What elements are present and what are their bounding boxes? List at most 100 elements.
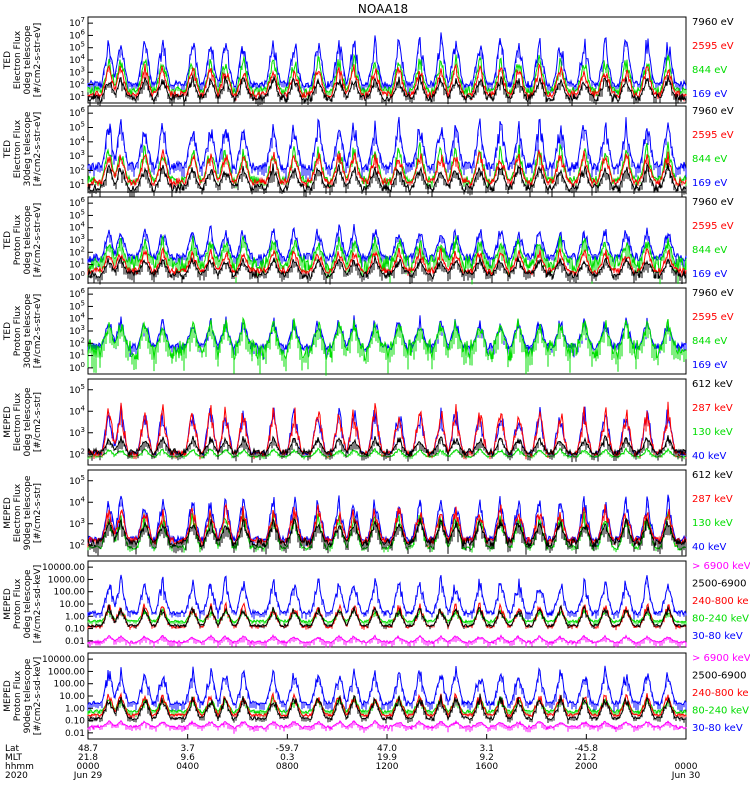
legend-entry: 2595 eV: [692, 41, 734, 52]
y-axis-label: TED Electron Flux 0deg telescope [#/cm2-s-s…: [3, 23, 43, 98]
chart-title: NOAA18: [358, 2, 408, 16]
legend-entry: 169 eV: [692, 178, 727, 189]
series-black-spikes: [87, 163, 687, 199]
x-tick-label: 21.2: [576, 753, 596, 763]
y-tick-label: 104: [69, 404, 85, 417]
y-tick-label: 10000.00: [42, 563, 85, 573]
y-axis-label-line: Electron Flux: [13, 483, 23, 542]
y-tick-label: 103: [69, 517, 85, 530]
y-tick-label: 102: [69, 245, 85, 258]
x-row-label: 2020: [5, 771, 28, 781]
y-axis-label-line: 0deg telescope: [23, 569, 33, 639]
y-tick-label: 101: [69, 258, 85, 271]
y-axis-label-line: TED: [3, 322, 13, 341]
y-tick-label: 105: [69, 41, 85, 54]
y-tick-label: 10000.00: [42, 655, 85, 665]
y-tick-label: 102: [69, 447, 85, 460]
y-tick-label: 103: [69, 324, 85, 337]
y-tick-label: 10.00: [59, 692, 85, 702]
y-axis-label: MEPED Proton Flux 0deg telescope [#/cm2-s-s…: [3, 565, 43, 643]
legend-entry: 7960 eV: [692, 17, 734, 28]
legend-entry: 169 eV: [692, 89, 727, 100]
y-tick-label: 10.00: [59, 600, 85, 610]
legend-entry: 240-800 ke: [692, 596, 749, 607]
legend-entry: 844 eV: [692, 336, 727, 347]
legend-entry: 130 keV: [692, 427, 733, 438]
y-axis-label-line: [#/cm2-s-sd-keV]: [33, 657, 43, 735]
y-tick-label: 0.10: [65, 625, 85, 635]
legend-entry: > 6900 keV: [692, 653, 750, 664]
y-axis-label-line: [#/cm2-s-str-eV]: [33, 294, 43, 369]
y-axis-label-line: Electron Flux: [13, 392, 23, 451]
y-axis-label-line: 0deg telescope: [23, 205, 33, 275]
y-tick-label: 104: [69, 312, 85, 325]
y-tick-label: 101: [69, 178, 85, 191]
x-tick-label: 1600: [475, 762, 498, 772]
y-tick-label: 105: [69, 121, 85, 134]
legend-entry: 130 keV: [692, 518, 733, 529]
y-tick-label: 106: [69, 287, 85, 300]
legend: 7960 eV 2595 eV 844 eV 169 eV: [692, 197, 734, 280]
x-tick-label: 0400: [176, 762, 199, 772]
series-black-spikes: [87, 257, 687, 285]
y-tick-label: 100: [69, 361, 85, 374]
panel-7: 0.010.101.0010.00100.001000.0010000.00ME…: [3, 560, 750, 648]
legend-entry: 40 keV: [692, 542, 726, 553]
series-red: [87, 601, 687, 629]
series-magenta-spikes: [87, 635, 687, 648]
y-axis-label-line: [#/cm2-s-sd-keV]: [33, 565, 43, 643]
series-black-spikes: [87, 518, 687, 556]
series-black-spikes: [87, 74, 687, 108]
panel-series: [87, 315, 687, 376]
y-axis-label-line: [#/cm2-s-str]: [33, 483, 43, 543]
legend-entry: 30-80 keV: [692, 631, 743, 642]
y-tick-label: 103: [69, 149, 85, 162]
legend: 612 keV 287 keV 130 keV 40 keV: [692, 379, 733, 462]
legend-entry: 2500-6900: [692, 579, 747, 590]
y-axis-label-line: [#/cm2-s-str-eV]: [33, 23, 43, 98]
y-axis-label: TED Proton Flux 0deg telescope [#/cm2-s-str…: [3, 203, 43, 278]
x-tick-label: 3.7: [181, 744, 195, 754]
y-axis-label-line: TED: [3, 231, 13, 250]
x-tick-label: -59.7: [276, 744, 299, 754]
legend-entry: 2595 eV: [692, 312, 734, 323]
legend-entry: 612 keV: [692, 470, 733, 481]
y-tick-label: 102: [69, 78, 85, 91]
y-axis-label: MEPED Proton Flux 90deg telescope [#/cm2-s-…: [3, 657, 43, 735]
series-magenta-spikes: [87, 720, 687, 734]
y-tick-label: 107: [69, 16, 85, 29]
y-axis-label-line: MEPED: [3, 406, 13, 438]
legend: > 6900 keV 2500-6900 240-800 ke 80-240 keV 3…: [692, 561, 750, 642]
y-axis-label-line: Electron Flux: [13, 30, 23, 89]
x-tick-label: 2000: [575, 762, 598, 772]
y-tick-label: 0.01: [65, 729, 85, 739]
series-red-spikes: [87, 247, 687, 278]
legend-entry: 844 eV: [692, 65, 727, 76]
x-tick-label: 9.2: [480, 753, 494, 763]
legend: 7960 eV 2595 eV 844 eV 169 eV: [692, 288, 734, 371]
y-axis-label: MEPED Electron Flux 0deg telescope [#/cm2-s…: [3, 387, 43, 457]
series-black-spikes: [87, 435, 687, 463]
y-tick-label: 103: [69, 233, 85, 246]
legend-entry: 7960 eV: [692, 288, 734, 299]
y-tick-label: 104: [69, 221, 85, 234]
legend-entry: 40 keV: [692, 451, 726, 462]
y-tick-label: 100: [69, 270, 85, 283]
x-row-label: MLT: [5, 753, 23, 763]
x-tick-label: 1200: [376, 762, 399, 772]
legend-entry: 844 eV: [692, 154, 727, 165]
legend-entry: 2500-6900: [692, 671, 747, 682]
legend-entry: 612 keV: [692, 379, 733, 390]
legend-entry: 80-240 keV: [692, 614, 749, 625]
legend: > 6900 keV 2500-6900 240-800 ke 80-240 keV 3…: [692, 653, 750, 734]
y-tick-label: 1.00: [65, 612, 85, 622]
panel-8: 0.010.101.0010.00100.001000.0010000.00ME…: [3, 652, 750, 740]
panel-frame: [87, 560, 687, 648]
y-axis-label-line: [#/cm2-s-str]: [33, 392, 43, 452]
legend: 612 keV 287 keV 130 keV 40 keV: [692, 470, 733, 553]
legend-entry: 30-80 keV: [692, 723, 743, 734]
